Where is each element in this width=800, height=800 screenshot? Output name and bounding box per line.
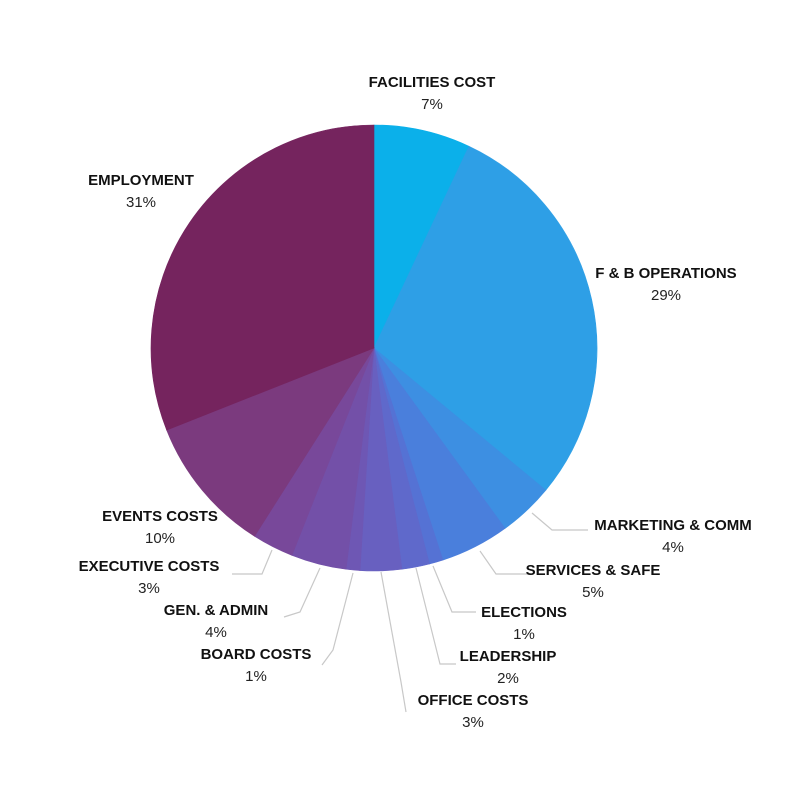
slice-label: ELECTIONS bbox=[481, 604, 567, 621]
slice-percent: 4% bbox=[205, 624, 227, 641]
pie-slice-events-costs bbox=[166, 347, 375, 537]
slice-percent: 31% bbox=[126, 194, 156, 211]
slice-percent: 10% bbox=[145, 530, 175, 547]
slice-label: SERVICES & SAFE bbox=[526, 562, 661, 579]
leader-line bbox=[283, 567, 321, 618]
slice-percent: 1% bbox=[245, 668, 267, 685]
slice-percent: 29% bbox=[651, 287, 681, 304]
leader-line bbox=[531, 512, 588, 531]
slice-percent: 3% bbox=[138, 580, 160, 597]
slice-labels: FACILITIES COST 7% F & B OPERATIONS 29% MARK… bbox=[79, 74, 752, 731]
leader-line bbox=[479, 550, 528, 575]
slice-percent: 4% bbox=[662, 539, 684, 556]
slice-percent: 3% bbox=[462, 714, 484, 731]
slice-percent: 7% bbox=[421, 96, 443, 113]
slice-label: LEADERSHIP bbox=[460, 648, 557, 665]
slice-percent: 2% bbox=[497, 670, 519, 687]
slice-label: OFFICE COSTS bbox=[418, 692, 529, 709]
slice-label: EVENTS COSTS bbox=[102, 508, 218, 525]
slice-label: MARKETING & COMM bbox=[594, 517, 752, 534]
slice-percent: 5% bbox=[582, 584, 604, 601]
leader-line bbox=[432, 565, 476, 613]
slice-label: EXECUTIVE COSTS bbox=[79, 558, 220, 575]
slice-label: EMPLOYMENT bbox=[88, 172, 194, 189]
pie-slices bbox=[150, 124, 598, 572]
slice-percent: 1% bbox=[513, 626, 535, 643]
slice-label: GEN. & ADMIN bbox=[164, 602, 268, 619]
pie-slice-f-b-operations bbox=[373, 145, 598, 491]
slice-label: FACILITIES COST bbox=[369, 74, 496, 91]
leader-line bbox=[321, 572, 354, 666]
slice-label: BOARD COSTS bbox=[201, 646, 312, 663]
slice-label: F & B OPERATIONS bbox=[595, 265, 736, 282]
leader-lines bbox=[232, 512, 588, 713]
leader-line bbox=[380, 571, 407, 713]
leader-line bbox=[232, 549, 273, 575]
leader-line bbox=[415, 567, 456, 665]
pie-slice-employment bbox=[150, 124, 375, 431]
